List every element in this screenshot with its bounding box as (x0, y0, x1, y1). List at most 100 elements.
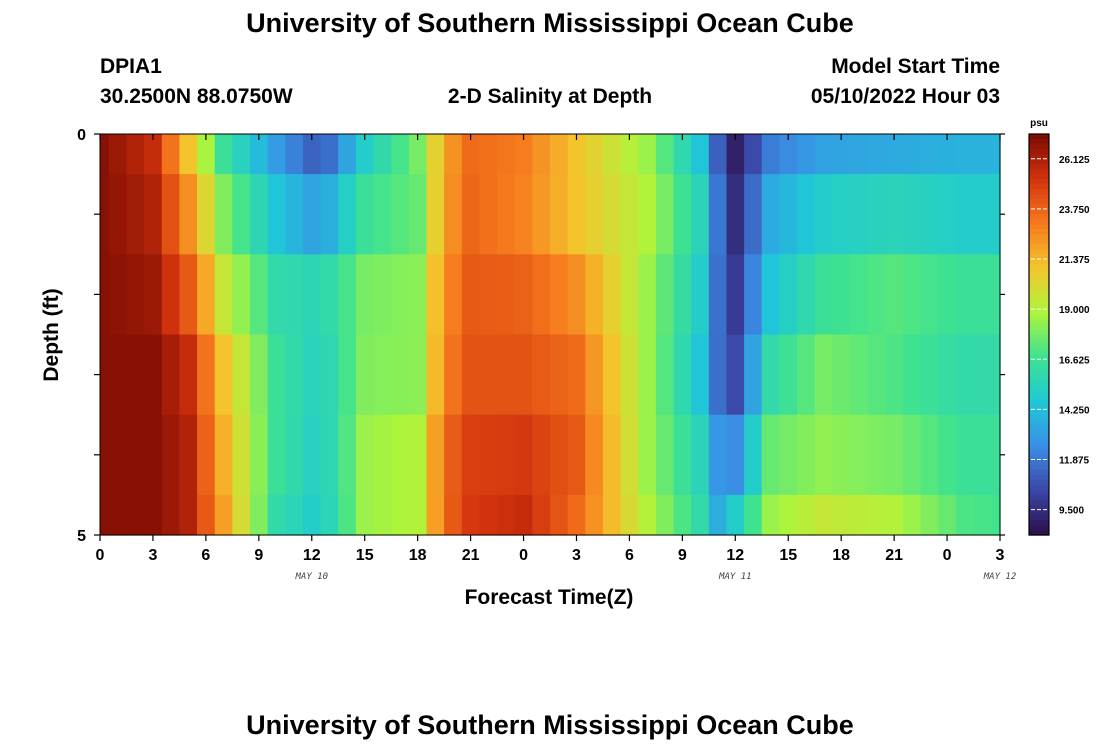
heatmap-cell (744, 414, 763, 496)
heatmap-cell (497, 414, 516, 496)
heatmap-cell (267, 414, 286, 496)
heatmap-cell (779, 414, 798, 496)
heatmap-cell (655, 254, 675, 336)
heatmap-cell (726, 494, 745, 536)
x-tick-label: 15 (356, 547, 374, 564)
heatmap-cell (391, 254, 410, 336)
heatmap-cell (567, 334, 586, 416)
heatmap-cell (532, 134, 551, 175)
heatmap-cell (779, 134, 798, 175)
colorbar-segment (1029, 394, 1049, 401)
heatmap-cell (179, 134, 198, 175)
heatmap-cell (850, 414, 869, 496)
heatmap-cell (955, 174, 975, 255)
heatmap-cell (126, 134, 145, 175)
heatmap-cell (550, 494, 569, 536)
heatmap-cell (338, 414, 357, 496)
colorbar-segment (1029, 204, 1049, 210)
heatmap-cell (779, 334, 798, 416)
heatmap-cell (779, 254, 798, 336)
station-id: DPIA1 (100, 55, 162, 78)
heatmap-cell (585, 254, 604, 336)
heatmap-cell (797, 254, 816, 336)
colorbar-segment (1029, 299, 1049, 306)
heatmap-cell (920, 334, 939, 416)
heatmap-cell (250, 414, 269, 496)
heatmap-cell (638, 414, 657, 496)
heatmap-cell (867, 334, 886, 416)
heatmap-cell (761, 494, 781, 536)
colorbar-segment (1029, 349, 1049, 356)
heatmap-cell (814, 254, 833, 336)
heatmap-cell (973, 494, 992, 536)
heatmap-cell (232, 494, 251, 536)
heatmap-cell (126, 414, 145, 496)
colorbar-segment (1029, 224, 1049, 230)
x-tick-label: 0 (943, 547, 952, 564)
heatmap-cell (726, 334, 745, 416)
heatmap-cell (179, 254, 198, 336)
heatmap-cell (338, 254, 357, 336)
colorbar-segment (1029, 344, 1049, 351)
heatmap-cell (497, 334, 516, 416)
heatmap-cell (302, 414, 322, 496)
colorbar-segment (1029, 314, 1049, 321)
colorbar-segment (1029, 364, 1049, 371)
heatmap-cell (955, 134, 975, 175)
heatmap-cell (638, 494, 657, 536)
date-label: MAY 12 (983, 572, 1017, 582)
colorbar-tick-label: 11.875 (1059, 456, 1089, 467)
heatmap-cell (973, 254, 992, 336)
colorbar-segment (1029, 359, 1049, 366)
plot-frame (99, 133, 1001, 536)
heatmap-cell (514, 254, 533, 336)
heatmap-cell (691, 254, 710, 336)
heatmap-cell (708, 414, 728, 496)
heatmap-cell (426, 414, 445, 496)
heatmap-cell (338, 494, 357, 536)
heatmap-cell (285, 254, 304, 336)
date-label: MAY 10 (295, 572, 329, 582)
heatmap-cell (514, 494, 533, 536)
heatmap-cell (197, 134, 216, 175)
heatmap-cell (373, 494, 392, 536)
heatmap-cell (391, 494, 410, 536)
heatmap-cell (885, 134, 904, 175)
date-label: MAY 11 (718, 572, 752, 582)
heatmap-cell (497, 254, 516, 336)
model-start-label: Model Start Time (831, 55, 1000, 78)
heatmap-cell (302, 134, 322, 175)
colorbar-segment (1029, 134, 1049, 140)
heatmap-cell (850, 174, 869, 255)
heatmap-cell (920, 494, 939, 536)
heatmap-cell (955, 254, 975, 336)
heatmap-cell (426, 334, 445, 416)
heatmap-cell (444, 134, 463, 175)
heatmap-cell (391, 174, 410, 255)
heatmap-cell (761, 174, 781, 255)
heatmap-cell (126, 334, 145, 416)
heatmap-cell (479, 254, 498, 336)
heatmap-cell (585, 134, 604, 175)
heatmap-cell (814, 494, 833, 536)
heatmap-cell (338, 334, 357, 416)
colorbar-segment (1029, 499, 1049, 506)
heatmap-cell (426, 174, 445, 255)
heatmap-cell (550, 414, 569, 496)
heatmap-cell (197, 174, 216, 255)
colorbar-frame (1028, 133, 1050, 536)
colorbar-segment (1029, 474, 1049, 481)
heatmap-cell (232, 414, 251, 496)
heatmap-cell (532, 494, 551, 536)
heatmap-cell (214, 134, 233, 175)
x-axis: 0 3 6 9 12 15 18 21 0 3 6 9 12 15 18 21 0 3 MAY 10 MAY 11 MA… (96, 134, 1017, 582)
heatmap-cell (585, 494, 604, 536)
heatmap-cell (902, 494, 922, 536)
colorbar-segment (1029, 494, 1049, 501)
heatmap-cell (514, 134, 533, 175)
heatmap-cell (814, 334, 833, 416)
heatmap-cell (973, 134, 992, 175)
heatmap-cell (708, 334, 728, 416)
x-tick-label: 3 (996, 547, 1005, 564)
heatmap-cell (355, 334, 375, 416)
